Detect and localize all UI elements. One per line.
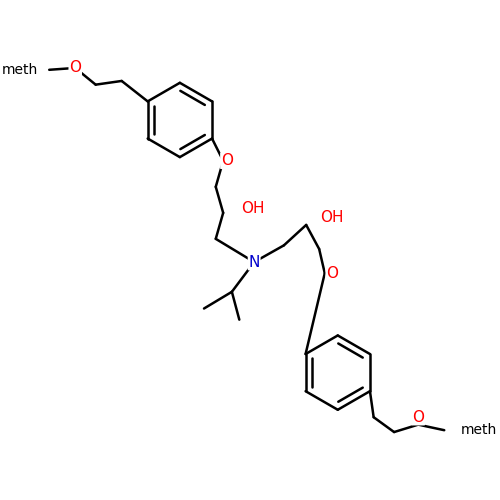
Text: meth: meth bbox=[461, 423, 497, 437]
Text: O: O bbox=[221, 154, 233, 168]
Text: OH: OH bbox=[241, 200, 264, 216]
Text: N: N bbox=[248, 254, 260, 270]
Text: O: O bbox=[412, 410, 424, 424]
Text: O: O bbox=[326, 266, 338, 280]
Text: OH: OH bbox=[320, 210, 344, 225]
Text: meth: meth bbox=[2, 63, 38, 77]
Text: O: O bbox=[69, 60, 81, 76]
